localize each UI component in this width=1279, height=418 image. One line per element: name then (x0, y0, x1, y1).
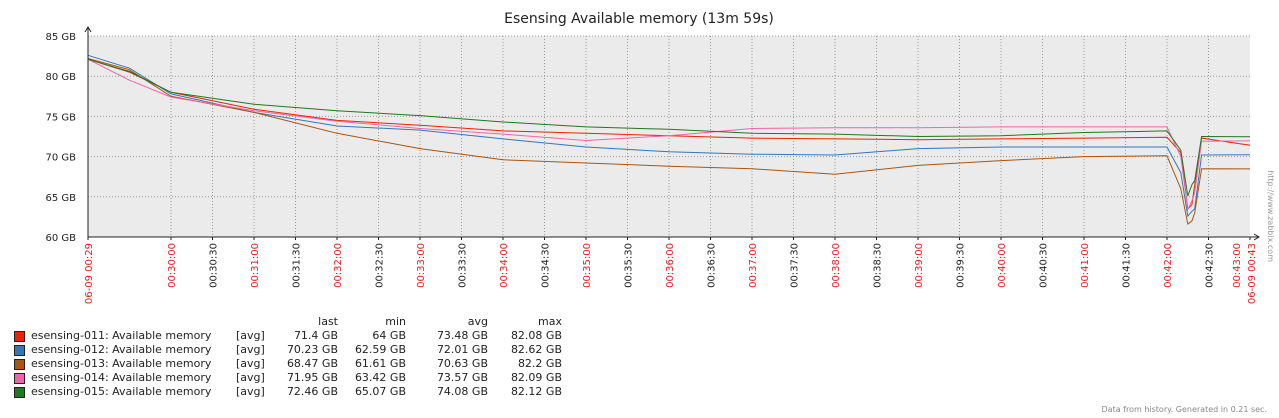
legend-min-value: 65.07 GB (354, 385, 406, 398)
axes: 85 GB 80 GB 75 GB 70 GB 65 GB 60 GB 06-09 00:2… (45, 26, 1260, 304)
grid (88, 35, 1250, 238)
legend-series-name: esensing-014: Available memory (31, 371, 212, 384)
legend-last-value: 70.23 GB (286, 343, 338, 356)
legend-series-name: esensing-011: Available memory (31, 329, 212, 342)
x-tick-label: 00:35:00 (582, 243, 593, 288)
y-tick-label: 60 GB (45, 233, 76, 244)
x-tick-label: 00:42:00 (1163, 243, 1174, 288)
legend-avg-value: 72.01 GB (436, 343, 488, 356)
y-tick-label: 65 GB (45, 193, 76, 204)
x-tick-label: 00:39:00 (914, 243, 925, 288)
x-tick-label: 00:35:30 (624, 243, 635, 288)
series-line-5 (87, 58, 1251, 197)
legend-series-name: esensing-015: Available memory (31, 385, 212, 398)
legend-avg-value: 73.48 GB (436, 329, 488, 342)
series-line-4 (87, 58, 1251, 212)
legend-min-value: 63.42 GB (354, 371, 406, 384)
series-layer (87, 54, 1251, 225)
legend-avg-value: 73.57 GB (436, 371, 488, 384)
legend-function: [avg] (236, 371, 265, 384)
x-tick-label: 00:30:00 (167, 243, 178, 288)
y-axis-arrow (84, 26, 92, 33)
legend-function: [avg] (236, 329, 265, 342)
x-tick-label: 00:33:30 (458, 243, 469, 288)
legend-swatch (14, 331, 25, 342)
x-tick-label: 00:42:30 (1205, 243, 1216, 288)
legend-last-value: 71.95 GB (286, 371, 338, 384)
x-tick-label: 06-09 00:43 (1247, 243, 1258, 304)
x-tick-label: 00:40:00 (997, 243, 1008, 288)
chart-title: Esensing Available memory (13m 59s) (504, 11, 774, 27)
legend-max-value: 82.12 GB (510, 385, 562, 398)
x-tick-label: 00:34:30 (541, 243, 552, 288)
x-tick-label: 00:41:00 (1080, 243, 1091, 288)
legend-min-value: 64 GB (372, 329, 406, 342)
x-tick-label: 00:40:30 (1039, 243, 1050, 288)
x-tick-label: 00:31:30 (292, 243, 303, 288)
x-tick-label: 00:33:00 (416, 243, 427, 288)
x-tick-label: 00:32:30 (375, 243, 386, 288)
x-tick-label: 00:43:00 (1232, 243, 1243, 288)
x-tick-label: 00:36:00 (665, 243, 676, 288)
x-tick-label: 00:38:00 (831, 243, 842, 288)
legend-function: [avg] (236, 357, 265, 370)
legend-last-value: 72.46 GB (286, 385, 338, 398)
x-tick-label: 06-09 00:29 (84, 243, 95, 304)
x-tick-label: 00:39:30 (956, 243, 967, 288)
x-tick-label: 00:32:00 (333, 243, 344, 288)
legend-swatch (14, 373, 25, 384)
x-tick-label: 00:37:30 (790, 243, 801, 288)
x-tick-label: 00:31:00 (250, 243, 261, 288)
y-tick-label: 75 GB (45, 112, 76, 123)
x-tick-label: 00:34:00 (499, 243, 510, 288)
legend-min-value: 62.59 GB (354, 343, 406, 356)
x-tick-label: 00:41:30 (1122, 243, 1133, 288)
legend-max-value: 82.08 GB (510, 329, 562, 342)
y-tick-label: 70 GB (45, 153, 76, 164)
legend-avg-value: 70.63 GB (436, 357, 488, 370)
legend-swatch (14, 345, 25, 356)
legend-max-value: 82.09 GB (510, 371, 562, 384)
x-tick-label: 00:37:00 (748, 243, 759, 288)
x-axis-arrow (1253, 233, 1260, 241)
legend-swatch (14, 359, 25, 370)
legend-function: [avg] (236, 343, 265, 356)
legend-series-name: esensing-013: Available memory (31, 357, 212, 370)
legend-last-value: 68.47 GB (286, 357, 338, 370)
series-line-1 (87, 58, 1251, 210)
legend-swatch (14, 387, 25, 398)
legend-series-name: esensing-012: Available memory (31, 343, 212, 356)
y-tick-label: 80 GB (45, 72, 76, 83)
legend-header-avg: avg (467, 315, 488, 328)
x-tick-label: 00:36:30 (707, 243, 718, 288)
series-line-2 (87, 54, 1251, 218)
legend-avg-value: 74.08 GB (436, 385, 488, 398)
watermark-url: http://www.zabbix.com (1266, 170, 1275, 262)
x-tick-label: 00:38:30 (873, 243, 884, 288)
legend-header-min: min (385, 315, 406, 328)
x-tick-label: 00:30:30 (209, 243, 220, 288)
legend-header-max: max (538, 315, 562, 328)
legend-last-value: 71.4 GB (293, 329, 338, 342)
legend-header-last: last (318, 315, 338, 328)
legend-max-value: 82.62 GB (510, 343, 562, 356)
legend-min-value: 61.61 GB (354, 357, 406, 370)
legend-function: [avg] (236, 385, 265, 398)
generation-note: Data from history. Generated in 0.21 sec… (1101, 405, 1267, 414)
legend-max-value: 82.2 GB (517, 357, 562, 370)
y-tick-label: 85 GB (45, 32, 76, 43)
series-line-3 (87, 58, 1251, 225)
